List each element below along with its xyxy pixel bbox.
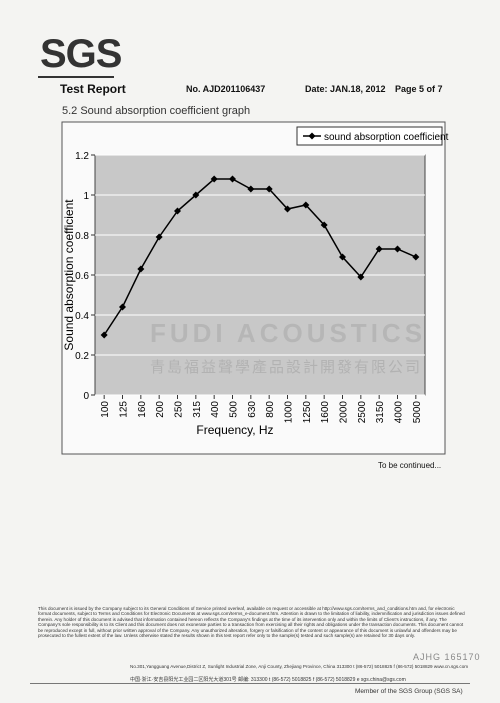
data-point — [320, 221, 328, 229]
legend-marker — [308, 132, 316, 140]
data-point — [174, 207, 181, 215]
watermark-brand: FUDI ACOUSTICS — [150, 318, 427, 348]
page-number: Page 5 of 7 — [395, 84, 443, 94]
logo-rule — [38, 76, 114, 78]
report-title: Test Report — [60, 82, 126, 96]
x-tick-label: 5000 — [412, 401, 423, 424]
footer-rule — [30, 683, 470, 684]
x-tick-label: 2000 — [339, 401, 350, 424]
legend-label: sound absorption coefficient — [324, 132, 449, 143]
x-tick-label: 160 — [137, 401, 148, 418]
x-tick-label: 1600 — [320, 401, 331, 424]
x-tick-label: 630 — [247, 401, 258, 418]
data-point — [229, 175, 236, 183]
data-point — [100, 331, 108, 339]
x-tick-label: 2500 — [357, 401, 368, 424]
legend-box — [296, 126, 443, 146]
report-date: Date: JAN.18, 2012 — [305, 84, 386, 94]
member-note: Member of the SGS Group (SGS SA) — [355, 688, 463, 695]
address-chinese: 中国·浙江·安吉县阳光工业园二区阳光大道301号 邮编: 313300 t (8… — [130, 677, 406, 683]
x-tick-label: 400 — [210, 401, 221, 418]
data-point — [265, 185, 273, 193]
y-tick-label: 0.6 — [75, 271, 89, 282]
data-point — [137, 265, 145, 273]
data-point — [339, 253, 346, 261]
x-tick-label: 4000 — [394, 401, 405, 424]
x-tick-label: 200 — [155, 401, 166, 418]
y-tick-label: 0.8 — [75, 231, 89, 242]
x-axis-label: Frequency, Hz — [196, 423, 273, 437]
x-tick-label: 250 — [174, 401, 185, 418]
chart: Sound absorption coefficient Frequency, … — [61, 121, 449, 455]
section-title: 5.2 Sound absorption coefficient graph — [62, 105, 251, 117]
y-tick-label: 1 — [83, 191, 89, 202]
x-tick-label: 100 — [100, 401, 111, 418]
y-tick-label: 0 — [83, 391, 89, 402]
y-axis-label: Sound absorption coefficient — [62, 199, 76, 351]
continued-note: To be continued... — [378, 461, 442, 470]
data-point — [394, 245, 401, 253]
x-tick-label: 500 — [229, 401, 240, 418]
data-point — [119, 303, 126, 311]
data-point — [375, 245, 383, 253]
data-line — [103, 178, 417, 336]
data-point — [357, 273, 365, 281]
data-point — [210, 175, 218, 183]
data-point — [302, 201, 310, 209]
y-tick-label: 1.2 — [75, 151, 89, 162]
x-tick-label: 1000 — [284, 401, 295, 424]
x-tick-label: 800 — [265, 401, 276, 418]
address-english: No.301,Yangguang Avenue,District Z, Sunl… — [130, 664, 469, 669]
x-tick-label: 1250 — [302, 401, 313, 424]
data-point — [247, 185, 255, 193]
logo: SGS — [40, 32, 122, 76]
y-tick-label: 0.4 — [75, 311, 89, 322]
watermark-company: 青島福益聲學產品設計開發有限公司 — [150, 359, 423, 376]
data-point — [192, 191, 200, 199]
data-point — [284, 205, 291, 213]
data-point — [155, 233, 163, 241]
x-tick-label: 125 — [119, 401, 130, 418]
y-tick-label: 0.2 — [75, 351, 89, 362]
disclaimer: This document is issued by the Company s… — [38, 606, 465, 639]
report-number: No. AJD201106437 — [186, 84, 266, 94]
data-point — [412, 253, 420, 261]
document-code: AJHG 165170 — [413, 652, 481, 662]
x-tick-label: 315 — [192, 401, 203, 418]
x-tick-label: 3150 — [375, 401, 386, 424]
